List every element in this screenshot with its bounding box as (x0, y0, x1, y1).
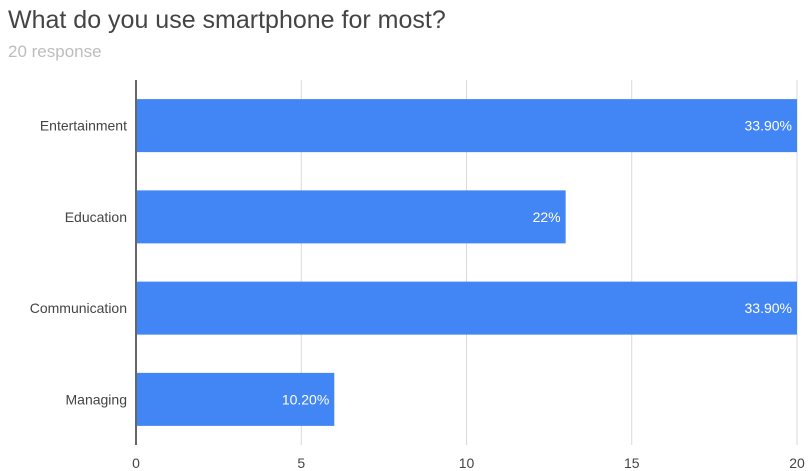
category-label-entertainment: Entertainment (40, 118, 127, 134)
bars: 33.90% 22% 33.90% 10.20% (137, 99, 797, 426)
chart-subtitle: 20 response (8, 42, 102, 61)
bar-value-label-managing: 10.20% (282, 391, 329, 407)
bar-value-label-communication: 33.90% (745, 300, 792, 316)
x-tick-label-0: 0 (132, 455, 140, 471)
bar-managing (137, 372, 335, 426)
tick-labels: 0 5 10 15 20 (132, 455, 805, 471)
x-tick-label-10: 10 (459, 455, 475, 471)
x-tick-label-15: 15 (624, 455, 640, 471)
bar-education (137, 190, 566, 244)
category-label-education: Education (65, 209, 127, 225)
category-label-communication: Communication (30, 300, 127, 316)
category-labels: Entertainment Education Communication Manag… (30, 118, 127, 408)
chart-title: What do you use smartphone for most? (8, 6, 446, 34)
bar-value-label-entertainment: 33.90% (745, 118, 792, 134)
category-label-managing: Managing (66, 391, 128, 407)
bar-value-label-education: 22% (533, 209, 561, 225)
bar-entertainment (137, 99, 797, 153)
x-tick-label-20: 20 (789, 455, 805, 471)
x-tick-label-5: 5 (297, 455, 305, 471)
bar-communication (137, 281, 797, 335)
